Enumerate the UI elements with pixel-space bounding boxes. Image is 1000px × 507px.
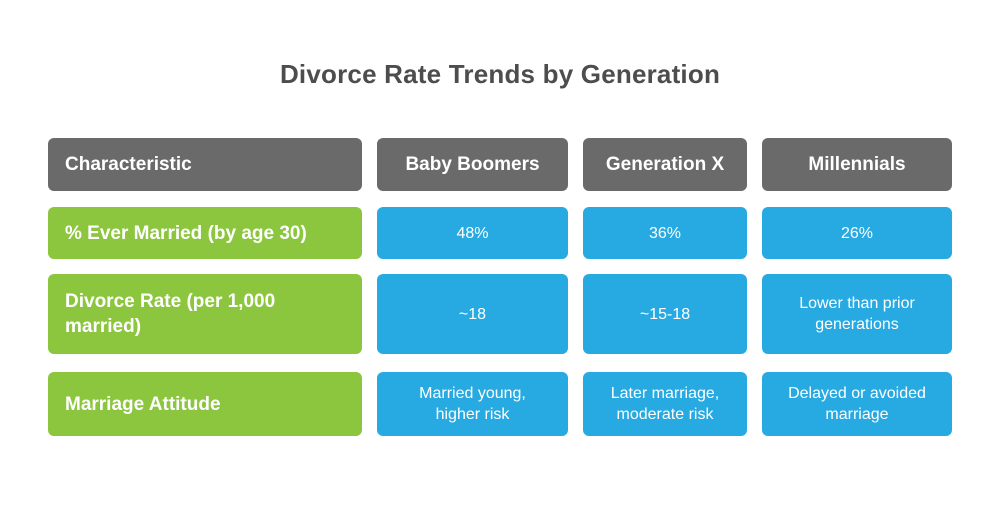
table-row-marriage-attitude: Marriage Attitude Married young, higher …: [48, 372, 952, 436]
row-label-divorce-rate: Divorce Rate (per 1,000 married): [48, 274, 362, 354]
value-boomers-ever-married: 48%: [377, 207, 568, 259]
table-header-row: Characteristic Baby Boomers Generation X…: [48, 138, 952, 191]
generation-comparison-table: Characteristic Baby Boomers Generation X…: [48, 138, 952, 436]
row-label-marriage-attitude: Marriage Attitude: [48, 372, 362, 436]
value-millennials-divorce-rate: Lower than prior generations: [762, 274, 952, 354]
value-millennials-ever-married: 26%: [762, 207, 952, 259]
value-genx-divorce-rate: ~15-18: [583, 274, 747, 354]
value-boomers-marriage-attitude: Married young, higher risk: [377, 372, 568, 436]
value-boomers-divorce-rate: ~18: [377, 274, 568, 354]
table-row-divorce-rate: Divorce Rate (per 1,000 married) ~18 ~15…: [48, 274, 952, 354]
header-characteristic: Characteristic: [48, 138, 362, 191]
value-millennials-marriage-attitude: Delayed or avoided marriage: [762, 372, 952, 436]
value-genx-ever-married: 36%: [583, 207, 747, 259]
header-generation-x: Generation X: [583, 138, 747, 191]
value-genx-marriage-attitude: Later marriage, moderate risk: [583, 372, 747, 436]
header-baby-boomers: Baby Boomers: [377, 138, 568, 191]
header-millennials: Millennials: [762, 138, 952, 191]
row-label-ever-married: % Ever Married (by age 30): [48, 207, 362, 259]
page-title: Divorce Rate Trends by Generation: [279, 59, 721, 89]
table-row-ever-married: % Ever Married (by age 30) 48% 36% 26%: [48, 207, 952, 259]
